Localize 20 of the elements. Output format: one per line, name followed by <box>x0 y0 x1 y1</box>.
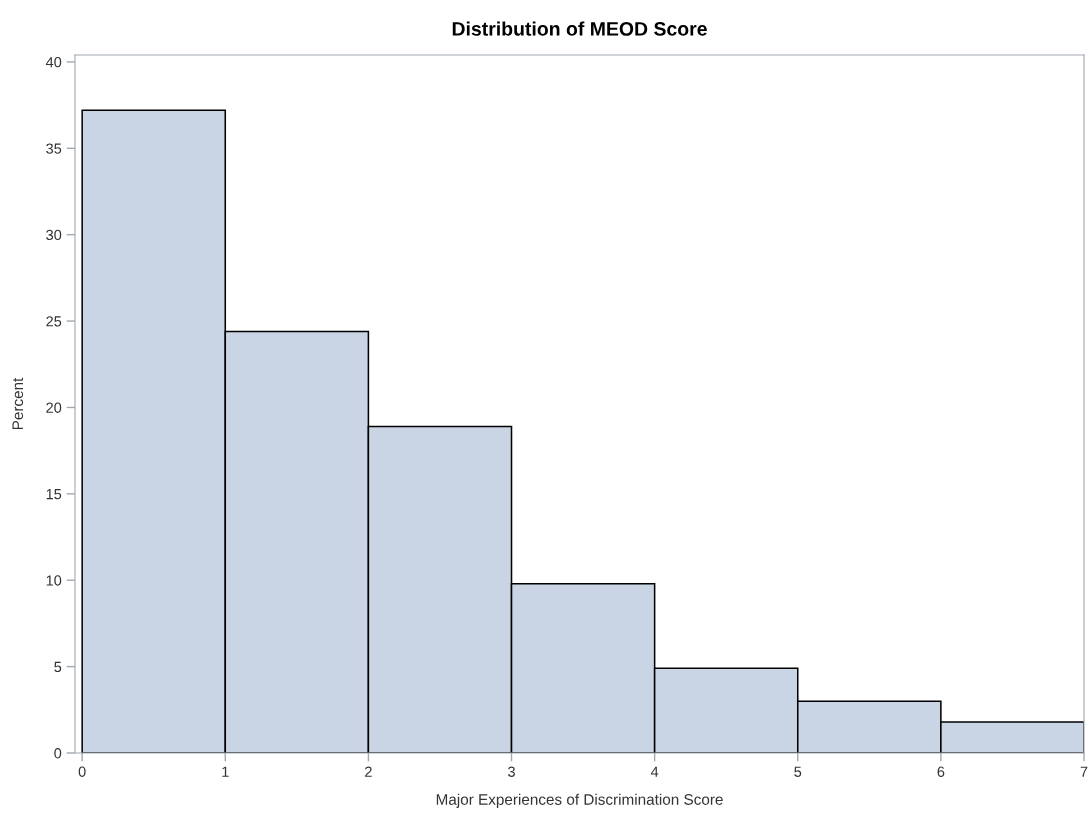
x-tick-label: 2 <box>365 766 372 777</box>
y-tick-label: 25 <box>46 316 62 327</box>
y-tick-label: 5 <box>54 661 62 673</box>
chart-title: Distribution of MEOD Score <box>452 21 707 36</box>
y-tick-label: 15 <box>46 489 62 500</box>
y-tick-label: 35 <box>46 143 62 154</box>
y-tick-label: 10 <box>46 575 62 586</box>
x-tick-label: 7 <box>1080 766 1088 777</box>
x-tick-label: 3 <box>508 766 515 777</box>
y-tick-label: 20 <box>46 402 62 413</box>
y-tick-label: 30 <box>46 229 62 241</box>
x-tick-label: 1 <box>222 766 229 777</box>
y-tick-label: 40 <box>45 57 62 68</box>
x-axis-title: Major Experiences of Discrimination Score <box>436 793 723 808</box>
y-tick-label: 0 <box>54 748 62 759</box>
y-axis-title: Percent <box>12 377 24 430</box>
x-tick-label: 5 <box>794 766 802 777</box>
x-tick-label: 4 <box>650 766 659 777</box>
x-tick-label: 6 <box>937 766 945 777</box>
x-tick-label: 0 <box>78 766 86 777</box>
